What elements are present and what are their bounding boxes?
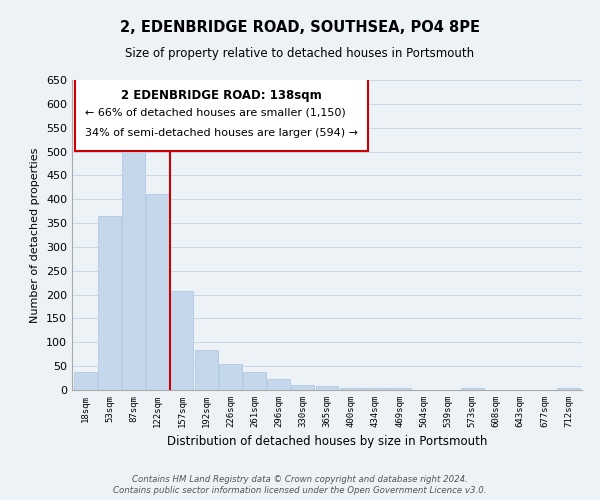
- X-axis label: Distribution of detached houses by size in Portsmouth: Distribution of detached houses by size …: [167, 436, 487, 448]
- Text: 2 EDENBRIDGE ROAD: 138sqm: 2 EDENBRIDGE ROAD: 138sqm: [121, 90, 322, 102]
- Bar: [74, 372, 97, 390]
- Bar: [98, 216, 121, 390]
- FancyBboxPatch shape: [74, 78, 368, 152]
- Text: Size of property relative to detached houses in Portsmouth: Size of property relative to detached ho…: [125, 48, 475, 60]
- Text: Contains HM Land Registry data © Crown copyright and database right 2024.: Contains HM Land Registry data © Crown c…: [132, 475, 468, 484]
- Bar: [146, 194, 169, 390]
- Bar: [243, 372, 266, 390]
- Bar: [364, 388, 387, 390]
- Text: ← 66% of detached houses are smaller (1,150): ← 66% of detached houses are smaller (1,…: [85, 108, 346, 118]
- Text: 2, EDENBRIDGE ROAD, SOUTHSEA, PO4 8PE: 2, EDENBRIDGE ROAD, SOUTHSEA, PO4 8PE: [120, 20, 480, 35]
- Bar: [122, 144, 145, 390]
- Y-axis label: Number of detached properties: Number of detached properties: [31, 148, 40, 322]
- Bar: [292, 385, 314, 390]
- Bar: [194, 350, 218, 390]
- Text: 34% of semi-detached houses are larger (594) →: 34% of semi-detached houses are larger (…: [85, 128, 358, 138]
- Bar: [170, 292, 193, 390]
- Bar: [219, 364, 242, 390]
- Bar: [388, 388, 411, 390]
- Bar: [267, 379, 290, 390]
- Bar: [557, 388, 580, 390]
- Bar: [461, 388, 484, 390]
- Text: Contains public sector information licensed under the Open Government Licence v3: Contains public sector information licen…: [113, 486, 487, 495]
- Bar: [316, 386, 338, 390]
- Bar: [340, 388, 362, 390]
